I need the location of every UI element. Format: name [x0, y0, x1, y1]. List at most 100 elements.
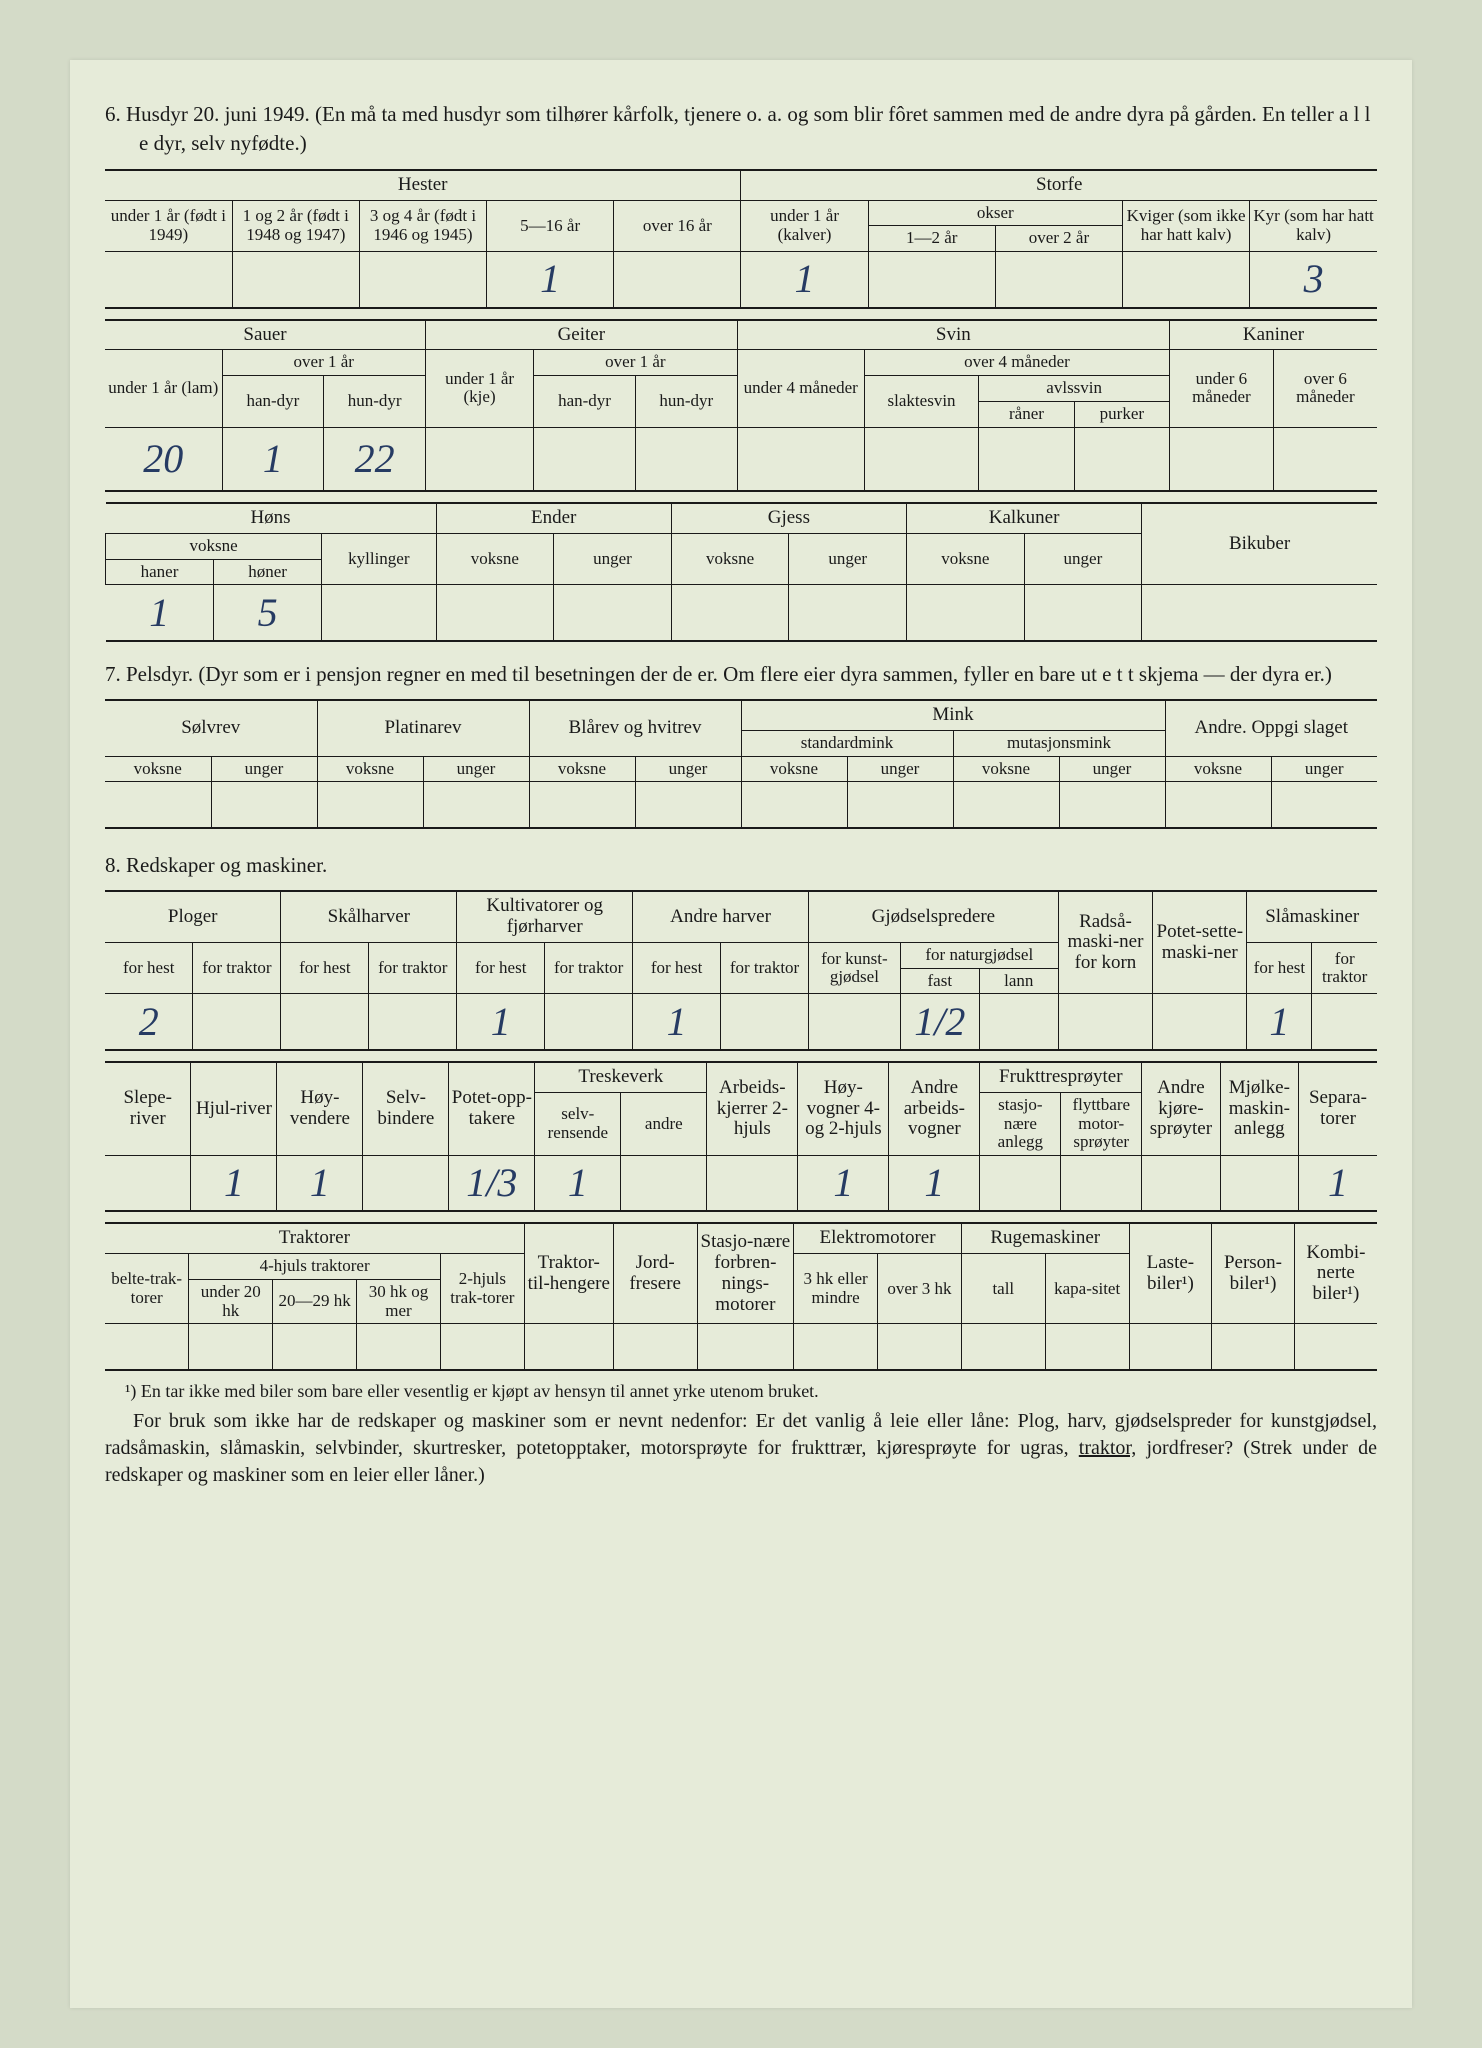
v-plog-h[interactable]: 2 [105, 994, 193, 1050]
v-radsaa[interactable] [1058, 994, 1152, 1050]
val-pig-slakt[interactable] [864, 427, 978, 491]
v-el3[interactable] [794, 1324, 878, 1370]
geese-voksne: voksne [671, 533, 789, 584]
geese-header: Gjess [671, 503, 906, 533]
v-sl-h[interactable]: 1 [1247, 994, 1312, 1050]
v-mjolke[interactable] [1220, 1155, 1298, 1211]
v-sl-t[interactable] [1312, 994, 1377, 1050]
val-pl-u[interactable] [423, 782, 529, 828]
v-2029[interactable] [273, 1324, 357, 1370]
gj-lann: lann [979, 968, 1058, 994]
v-plog-t[interactable] [193, 994, 281, 1050]
v-person[interactable] [1212, 1324, 1295, 1370]
val-kyll[interactable] [322, 585, 436, 641]
val-goat-u1[interactable] [426, 427, 534, 491]
val-c-kviger[interactable] [1123, 252, 1250, 308]
v-separa[interactable]: 1 [1299, 1155, 1378, 1211]
val-ducks-u[interactable] [554, 585, 672, 641]
v-hoyvend[interactable]: 1 [277, 1155, 363, 1211]
val-rab-u6[interactable] [1170, 427, 1274, 491]
sm-unger: unger [847, 756, 953, 782]
c-ox-over2: over 2 år [995, 226, 1122, 252]
val-h-34[interactable] [359, 252, 486, 308]
val-c-oxo2[interactable] [995, 252, 1122, 308]
v-ah-t[interactable] [721, 994, 809, 1050]
val-bikuber[interactable] [1142, 585, 1377, 641]
v-andrearbv[interactable]: 1 [889, 1155, 980, 1211]
sheep-han: han-dyr [222, 376, 324, 427]
val-pig-purker[interactable] [1074, 427, 1169, 491]
val-pl-v[interactable] [317, 782, 423, 828]
v-gj-fast[interactable]: 1/2 [900, 994, 979, 1050]
val-an-v[interactable] [1165, 782, 1271, 828]
val-mm-u[interactable] [1059, 782, 1165, 828]
val-sv-v[interactable] [105, 782, 211, 828]
val-pig-raner[interactable] [979, 427, 1074, 491]
section-8-intro: 8. Redskaper og maskiner. [105, 851, 1377, 880]
val-turk-v[interactable] [906, 585, 1024, 641]
val-sheep-u1[interactable]: 20 [105, 427, 222, 491]
v-gj-k[interactable] [809, 994, 901, 1050]
val-sv-u[interactable] [211, 782, 317, 828]
ducks-header: Ender [436, 503, 671, 533]
val-c-ox12[interactable] [868, 252, 995, 308]
sl-trak: for traktor [1312, 943, 1377, 994]
v-fr-flytt[interactable] [1061, 1155, 1142, 1211]
val-rab-o6[interactable] [1273, 427, 1377, 491]
val-h-12[interactable] [232, 252, 359, 308]
val-h-o16[interactable] [614, 252, 741, 308]
v-ku-h[interactable]: 1 [457, 994, 545, 1050]
v-kapa[interactable] [1045, 1324, 1129, 1370]
v-andrekj[interactable] [1142, 1155, 1220, 1211]
val-geese-v[interactable] [671, 585, 789, 641]
val-c-kyr[interactable]: 3 [1250, 252, 1377, 308]
val-mm-v[interactable] [953, 782, 1059, 828]
v-elo3[interactable] [878, 1324, 962, 1370]
val-honer[interactable]: 5 [214, 585, 322, 641]
val-sheep-hun[interactable]: 22 [324, 427, 426, 491]
v-sk-t[interactable] [369, 994, 457, 1050]
v-potetopp[interactable]: 1/3 [449, 1155, 535, 1211]
v-belte[interactable] [105, 1324, 189, 1370]
val-c-u1[interactable]: 1 [741, 252, 868, 308]
v-selvrens[interactable]: 1 [535, 1155, 621, 1211]
v-ah-h[interactable]: 1 [633, 994, 721, 1050]
v-t-andre[interactable] [621, 1155, 707, 1211]
v-laste[interactable] [1129, 1324, 1212, 1370]
v-ku-t[interactable] [545, 994, 633, 1050]
v-hjul[interactable]: 1 [191, 1155, 277, 1211]
val-bl-u[interactable] [635, 782, 741, 828]
horses-header: Hester [105, 170, 741, 200]
v-stasjf[interactable] [697, 1324, 794, 1370]
val-goat-han[interactable] [534, 427, 636, 491]
v-slepe[interactable] [105, 1155, 191, 1211]
v-traktil[interactable] [524, 1324, 613, 1370]
val-haner[interactable]: 1 [106, 585, 214, 641]
v-arbkj[interactable] [707, 1155, 798, 1211]
v-hoyvogn[interactable]: 1 [798, 1155, 889, 1211]
v-fr-stasj[interactable] [980, 1155, 1061, 1211]
v-u20[interactable] [189, 1324, 273, 1370]
v-30[interactable] [357, 1324, 441, 1370]
val-sm-u[interactable] [847, 782, 953, 828]
val-goat-hun[interactable] [635, 427, 737, 491]
val-turk-u[interactable] [1024, 585, 1142, 641]
v-gj-lann[interactable] [979, 994, 1058, 1050]
sv-unger: unger [211, 756, 317, 782]
val-sheep-han[interactable]: 1 [222, 427, 324, 491]
val-h-516[interactable]: 1 [487, 252, 614, 308]
v-2hjul[interactable] [440, 1324, 524, 1370]
v-selvb[interactable] [363, 1155, 449, 1211]
val-bl-v[interactable] [529, 782, 635, 828]
v-potet[interactable] [1153, 994, 1247, 1050]
val-an-u[interactable] [1271, 782, 1377, 828]
val-h-u1[interactable] [105, 252, 232, 308]
val-ducks-v[interactable] [436, 585, 554, 641]
v-kombi[interactable] [1294, 1324, 1377, 1370]
v-jordf[interactable] [613, 1324, 697, 1370]
val-geese-u[interactable] [789, 585, 907, 641]
val-sm-v[interactable] [741, 782, 847, 828]
v-tall[interactable] [961, 1324, 1045, 1370]
val-pig-u4[interactable] [737, 427, 864, 491]
v-sk-h[interactable] [281, 994, 369, 1050]
